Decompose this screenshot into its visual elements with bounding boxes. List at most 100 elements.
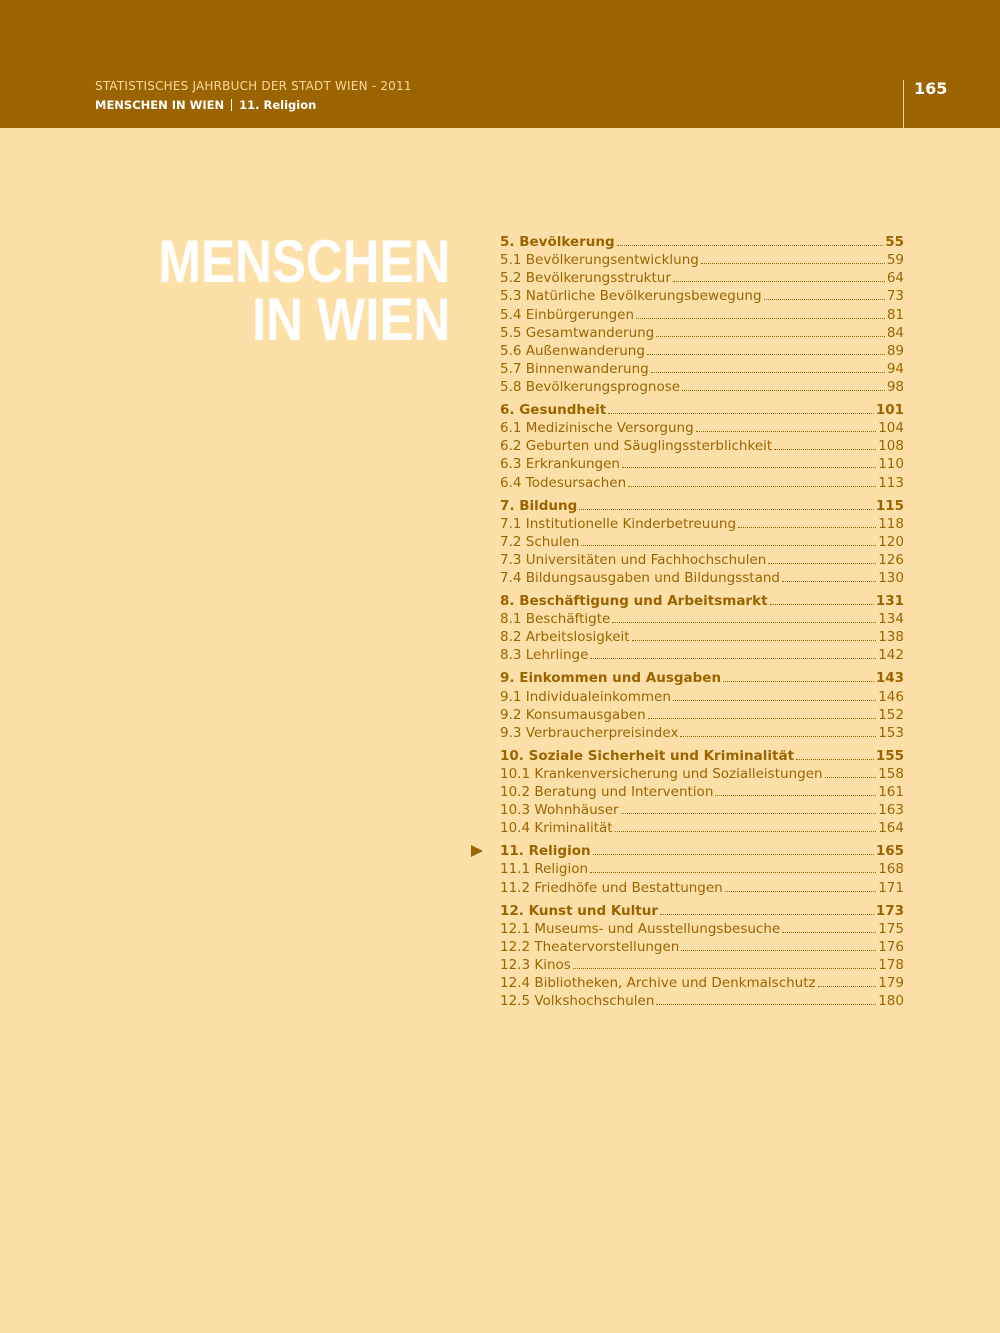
- leader-dots: [572, 967, 877, 969]
- leader-dots: [682, 390, 885, 392]
- entry-title: 9.3 Verbraucherpreisindex: [500, 724, 679, 741]
- leader-dots: [796, 758, 874, 760]
- subsection-entry: 5.8 Bevölkerungsprognose 98: [500, 378, 904, 396]
- leader-dots: [781, 581, 877, 583]
- leader-dots: [590, 872, 877, 874]
- leader-dots: [656, 335, 885, 337]
- leader-dots: [738, 526, 877, 528]
- leader-dots: [769, 604, 874, 606]
- entry-page: 146: [878, 688, 904, 705]
- current-marker: [471, 845, 483, 857]
- subsection-entry: 7.2 Schulen 120: [500, 533, 904, 551]
- subsection-entry: 8.3 Lehrlinge 142: [500, 646, 904, 664]
- section-entry: 5. Bevölkerung 55: [500, 233, 904, 251]
- entry-page: 142: [878, 647, 904, 664]
- entry-title: 5.5 Gesamtwanderung: [500, 324, 655, 341]
- subsection-entry: 7.3 Universitäten und Fachhochschulen 126: [500, 551, 904, 569]
- leader-dots: [590, 658, 877, 660]
- section-entry: 8. Beschäftigung und Arbeitsmarkt 131: [500, 592, 904, 610]
- entry-page: 84: [886, 324, 904, 341]
- entry-page: 110: [878, 456, 904, 473]
- leader-dots: [592, 854, 874, 856]
- leader-dots: [631, 640, 877, 642]
- leader-dots: [768, 562, 877, 564]
- leader-dots: [700, 263, 885, 265]
- entry-page: 59: [886, 252, 904, 269]
- subsection-entry: 12.2 Theatervorstellungen 176: [500, 938, 904, 956]
- entry-title: 12.5 Volkshochschulen: [500, 993, 655, 1010]
- leader-dots: [723, 681, 874, 683]
- entry-page: 94: [886, 360, 904, 377]
- subsection-entry: 10.2 Beratung und Intervention 161: [500, 783, 904, 801]
- subsection-entry: 12.5 Volkshochschulen 180: [500, 992, 904, 1010]
- subsection-entry: 10.1 Krankenversicherung und Sozialleist…: [500, 765, 904, 783]
- toc-group: 8. Beschäftigung und Arbeitsmarkt 131 8.1 …: [500, 592, 904, 665]
- leader-dots: [608, 413, 874, 415]
- entry-page: 173: [875, 902, 904, 919]
- entry-page: 126: [878, 551, 904, 568]
- subsection-entry: 5.6 Außenwanderung 89: [500, 342, 904, 360]
- toc-group: 6. Gesundheit 101 6.1 Medizinische Versorg…: [500, 401, 904, 492]
- leader-dots: [681, 949, 877, 951]
- entry-title: 10.2 Beratung und Intervention: [500, 784, 714, 801]
- entry-title: 9.1 Individualeinkommen: [500, 688, 671, 705]
- entry-title: 9. Einkommen und Ausgaben: [500, 670, 722, 687]
- leader-dots: [672, 699, 877, 701]
- leader-dots: [612, 622, 877, 624]
- entry-title: 5.7 Binnenwanderung: [500, 360, 649, 377]
- subsection-entry: 10.4 Kriminalität 164: [500, 819, 904, 837]
- entry-page: 180: [878, 993, 904, 1010]
- toc-group: 9. Einkommen und Ausgaben 143 9.1 Individu…: [500, 669, 904, 742]
- leader-dots: [650, 371, 885, 373]
- entry-page: 108: [878, 438, 904, 455]
- entry-page: 113: [878, 474, 904, 491]
- entry-page: 101: [875, 402, 904, 419]
- entry-title: 5.8 Bevölkerungsprognose: [500, 379, 681, 396]
- entry-title: 12. Kunst und Kultur: [500, 902, 659, 919]
- section-name: MENSCHEN IN WIEN: [95, 98, 225, 112]
- entry-title: 5.4 Einbürgerungen: [500, 306, 635, 323]
- entry-title: 9.2 Konsumausgaben: [500, 706, 646, 723]
- leader-dots: [614, 831, 877, 833]
- subsection-entry: 10.3 Wohnhäuser 163: [500, 801, 904, 819]
- leader-dots: [715, 795, 877, 797]
- entry-title: 7.4 Bildungsausgaben und Bildungsstand: [500, 570, 780, 587]
- entry-page: 165: [875, 843, 904, 860]
- subsection-entry: 11.1 Religion 168: [500, 860, 904, 878]
- leader-dots: [817, 986, 877, 988]
- separator: [231, 99, 233, 111]
- leader-dots: [763, 299, 885, 301]
- entry-title: 7.1 Institutionelle Kinderbetreuung: [500, 515, 737, 532]
- entry-title: 6.2 Geburten und Säuglingssterblichkeit: [500, 438, 773, 455]
- entry-page: 130: [878, 570, 904, 587]
- leader-dots: [616, 245, 884, 246]
- entry-page: 98: [886, 379, 904, 396]
- leader-dots: [782, 931, 877, 933]
- entry-title: 10.1 Krankenversicherung und Sozialleist…: [500, 765, 823, 782]
- subsection-entry: 6.2 Geburten und Säuglingssterblichkeit 1…: [500, 437, 904, 455]
- entry-title: 7.2 Schulen: [500, 533, 580, 550]
- section-entry: 10. Soziale Sicherheit und Kriminalität 1…: [500, 747, 904, 765]
- subsection-entry: 9.2 Konsumausgaben 152: [500, 706, 904, 724]
- entry-page: 131: [875, 593, 904, 610]
- entry-page: 164: [878, 820, 904, 837]
- entry-page: 143: [875, 670, 904, 687]
- subsection-entry: 9.1 Individualeinkommen 146: [500, 688, 904, 706]
- toc-group: 7. Bildung 115 7.1 Institutionelle Kinderb…: [500, 497, 904, 588]
- chapter-name: 11. Religion: [239, 98, 317, 112]
- leader-dots: [579, 508, 874, 510]
- entry-page: 138: [878, 629, 904, 646]
- subsection-entry: 12.3 Kinos 178: [500, 956, 904, 974]
- entry-title: 5. Bevölkerung: [500, 234, 615, 250]
- leader-dots: [621, 467, 877, 469]
- entry-page: 55: [885, 234, 904, 250]
- chapter-title: IN WIEN: [251, 286, 450, 353]
- entry-page: 179: [878, 975, 904, 992]
- entry-page: 152: [878, 706, 904, 723]
- subsection-entry: 6.4 Todesursachen 113: [500, 474, 904, 492]
- entry-page: 171: [878, 879, 904, 896]
- entry-page: 118: [878, 515, 904, 532]
- toc-group: 10. Soziale Sicherheit und Kriminalität 1…: [500, 747, 904, 838]
- section-entry: 9. Einkommen und Ausgaben 143: [500, 669, 904, 687]
